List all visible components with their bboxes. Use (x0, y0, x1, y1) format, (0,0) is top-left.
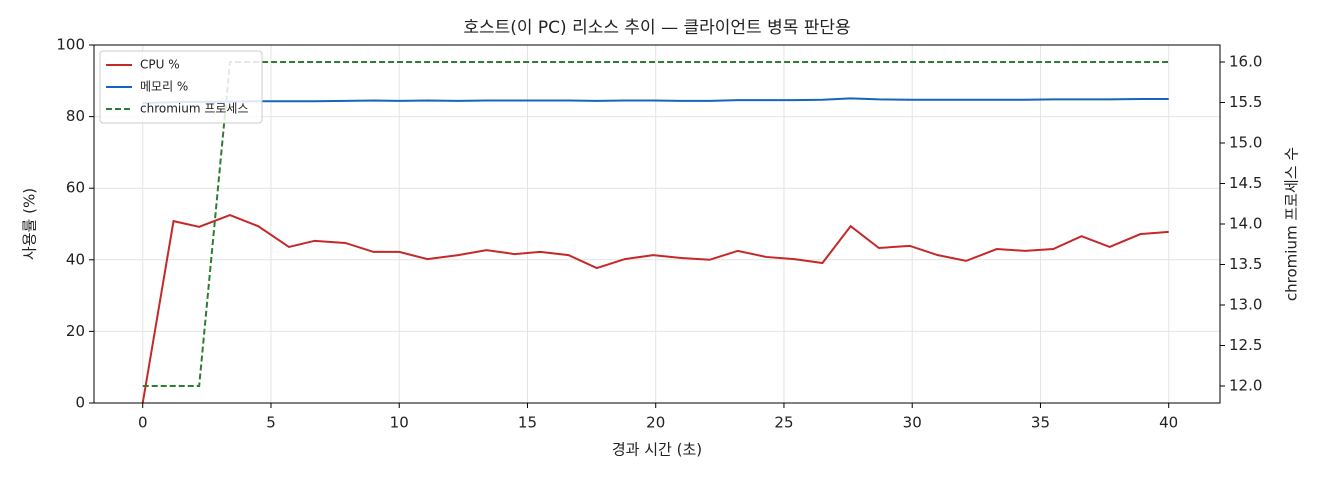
y-tick-label: 20 (66, 322, 85, 340)
y2-axis-label: chromium 프로세스 수 (1283, 147, 1301, 301)
x-tick-label: 10 (390, 414, 409, 432)
y2-tick-label: 14.0 (1229, 215, 1262, 233)
x-tick-label: 20 (646, 414, 665, 432)
x-tick-label: 35 (1031, 414, 1050, 432)
y2-tick-label: 13.0 (1229, 295, 1262, 313)
legend-label: CPU % (140, 58, 180, 72)
x-tick-label: 0 (138, 414, 148, 432)
y-tick-label: 40 (66, 250, 85, 268)
y-tick-label: 60 (66, 179, 85, 197)
y2-tick-label: 15.5 (1229, 93, 1262, 111)
y2-tick-label: 12.0 (1229, 376, 1262, 394)
series-line (141, 213, 1169, 404)
y2-tick-label: 15.0 (1229, 134, 1262, 152)
y2-tick-label: 16.0 (1229, 53, 1262, 71)
series-line (142, 61, 1169, 387)
chart-title: 호스트(이 PC) 리소스 추이 — 클라이언트 병목 판단용 (463, 18, 850, 38)
x-axis-label: 경과 시간 (초) (612, 441, 702, 459)
plot-frame (93, 44, 1221, 404)
y2-tick-label: 14.5 (1229, 174, 1262, 192)
x-tick-label: 40 (1159, 414, 1178, 432)
legend-label: chromium 프로세스 (140, 102, 249, 116)
series-line (142, 97, 1169, 104)
y2-tick-label: 12.5 (1229, 336, 1262, 354)
legend: CPU % 메모리 % chromium 프로세스 (99, 50, 263, 124)
y-tick-label: 100 (56, 36, 85, 54)
y-tick-label: 0 (75, 394, 85, 412)
legend-box (99, 50, 263, 124)
y-axis-label: 사용률 (%) (21, 188, 39, 260)
x-tick-label: 5 (266, 414, 276, 432)
x-tick-label: 25 (774, 414, 793, 432)
x-tick-label: 15 (518, 414, 537, 432)
x-tick-label: 30 (903, 414, 922, 432)
y-tick-label: 80 (66, 107, 85, 125)
legend-label: 메모리 % (140, 80, 188, 94)
y2-tick-label: 13.5 (1229, 255, 1262, 273)
